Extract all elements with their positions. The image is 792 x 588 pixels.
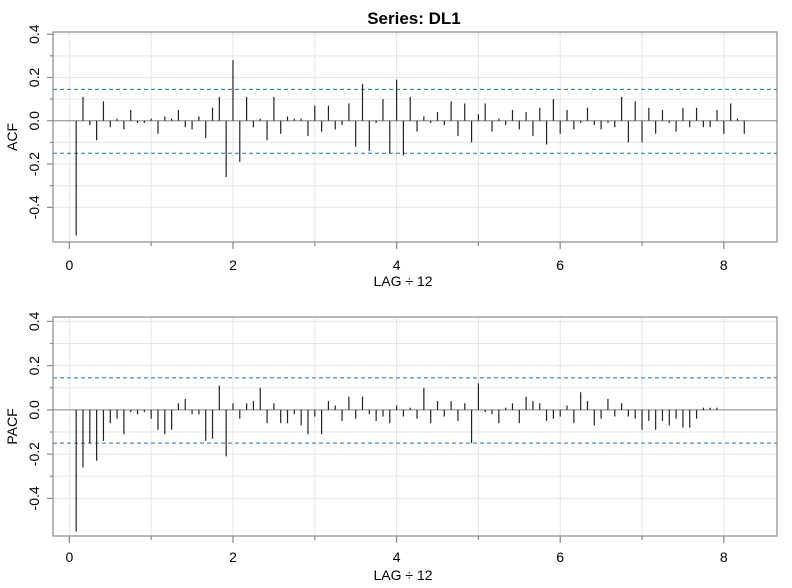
acf-x-tick-label: 0: [65, 257, 73, 273]
pacf-x-tick-label: 4: [393, 549, 401, 565]
acf-x-tick-label: 2: [229, 257, 237, 273]
acf-y-tick-label: -0.4: [26, 195, 42, 219]
pacf-y-axis-label: PACF: [4, 408, 20, 444]
pacf-x-tick-label: 0: [65, 549, 73, 565]
pacf-y-tick-label: 0.2: [26, 356, 42, 376]
acf-y-tick-label: 0.2: [26, 68, 42, 88]
pacf-plot-frame: [52, 316, 778, 537]
figure-title: Series: DL1: [367, 9, 461, 28]
acf-x-tick-label: 6: [556, 257, 564, 273]
pacf-x-tick-label: 2: [229, 549, 237, 565]
pacf-y-tick-label: 0.0: [26, 400, 42, 420]
pacf-y-tick-label: 0.4: [26, 311, 42, 331]
acf-x-tick-label: 4: [393, 257, 401, 273]
acf-x-tick-label: 8: [720, 257, 728, 273]
pacf-x-axis-label: LAG ÷ 12: [373, 567, 432, 583]
pacf-x-tick-label: 8: [720, 549, 728, 565]
acf-panel: 0 2 4 6 8 -0.4 -0.2 0.0 0.2 0.4 LAG ÷ 12 ACF: [4, 24, 778, 289]
acf-y-tick-label: 0.0: [26, 111, 42, 131]
pacf-panel: 0 2 4 6 8 -0.4 -0.2 0.0 0.2 0.4 LAG ÷ 12 PACF: [4, 311, 778, 583]
acf-y-tick-label: -0.2: [26, 152, 42, 176]
acf-x-axis-label: LAG ÷ 12: [373, 273, 432, 289]
pacf-y-tick-label: -0.4: [26, 486, 42, 510]
acf-y-tick-label: 0.4: [26, 24, 42, 44]
acf-y-axis-label: ACF: [4, 123, 20, 151]
acf-plot-frame: [52, 31, 778, 243]
pacf-x-tick-label: 6: [556, 549, 564, 565]
pacf-y-tick-label: -0.2: [26, 442, 42, 466]
